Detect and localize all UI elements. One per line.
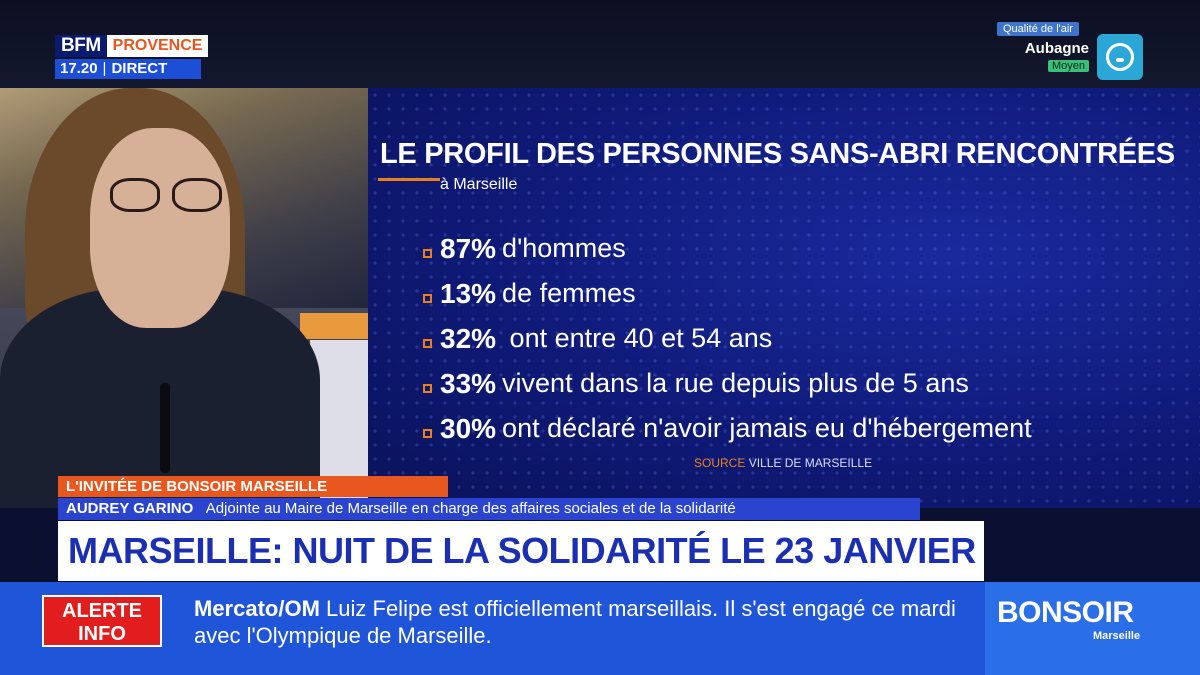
news-ticker — [0, 582, 985, 675]
microphone — [160, 383, 170, 473]
air-quality-city: Aubagne — [1024, 40, 1089, 57]
stat-percent: 87% — [440, 232, 497, 264]
guest-role: Adjointe au Maire de Marseille en charge… — [205, 500, 736, 517]
guest-glasses — [110, 178, 230, 212]
ticker-tag: Mercato/OM — [194, 596, 320, 621]
source-value: VILLE DE MARSEILLE — [748, 456, 873, 470]
show-brand-sub: Marseille — [1093, 630, 1141, 642]
graphic-subtitle: à Marseille — [440, 176, 518, 193]
stat-percent: 32% — [440, 322, 497, 354]
alert-info-badge: ALERTE INFO — [42, 595, 162, 647]
show-brand-logo: BONSOIR Marseille — [985, 582, 1200, 675]
bullet-icon — [423, 249, 432, 258]
guest-info-bar: AUDREY GARINO Adjointe au Maire de Marse… — [58, 498, 920, 520]
channel-logo: BFM PROVENCE 17.20 | DIRECT — [55, 35, 209, 79]
dot-pattern — [368, 88, 1200, 508]
stat-text: vivent dans la rue depuis plus de 5 ans — [502, 368, 969, 398]
stat-percent: 30% — [440, 412, 497, 444]
logo-brand: BFM — [55, 35, 107, 57]
stat-item: 13% de femmes — [423, 271, 1032, 316]
bullet-icon — [423, 429, 432, 438]
stat-text: ont entre 40 et 54 ans — [502, 323, 773, 353]
show-brand-main: BONSOIR — [997, 596, 1134, 629]
guest-face — [90, 128, 230, 328]
stat-item: 30% ont déclaré n'avoir jamais eu d'hébe… — [423, 406, 1032, 451]
studio-light — [300, 313, 368, 339]
stat-percent: 13% — [440, 277, 497, 309]
stat-text: d'hommes — [502, 233, 626, 263]
info-graphic-panel: LE PROFIL DES PERSONNES SANS-ABRI RENCON… — [368, 88, 1200, 508]
air-quality-widget: Qualité de l'air Aubagne Moyen — [997, 22, 1147, 82]
source-credit: SOURCE VILLE DE MARSEILLE — [694, 456, 872, 470]
alert-line-2: INFO — [78, 623, 126, 645]
stat-item: 32% ont entre 40 et 54 ans — [423, 316, 1032, 361]
stat-text: ont déclaré n'avoir jamais eu d'hébergem… — [502, 413, 1032, 443]
graphic-title: LE PROFIL DES PERSONNES SANS-ABRI RENCON… — [380, 138, 1175, 170]
guest-name: AUDREY GARINO — [66, 500, 194, 517]
alert-line-1: ALERTE — [62, 600, 142, 622]
broadcast-time: 17.20 — [60, 60, 98, 77]
title-accent-line — [378, 178, 440, 181]
bullet-icon — [423, 294, 432, 303]
guest-label: L'INVITÉE DE BONSOIR MARSEILLE — [58, 476, 448, 497]
air-quality-title: Qualité de l'air — [997, 22, 1079, 36]
stat-item: 33% vivent dans la rue depuis plus de 5 … — [423, 361, 1032, 406]
air-quality-icon — [1097, 34, 1143, 80]
stat-item: 87% d'hommes — [423, 226, 1032, 271]
bullet-icon — [423, 339, 432, 348]
stat-percent: 33% — [440, 367, 497, 399]
ticker-body: Luiz Felipe est officiellement marseilla… — [194, 596, 956, 648]
stats-list: 87% d'hommes 13% de femmes 32% ont entre… — [423, 226, 1032, 451]
stat-text: de femmes — [502, 278, 636, 308]
logo-separator: | — [102, 60, 107, 77]
headline-banner: MARSEILLE: NUIT DE LA SOLIDARITÉ LE 23 J… — [58, 521, 984, 581]
source-label: SOURCE — [694, 456, 746, 470]
live-indicator: DIRECT — [111, 60, 168, 77]
camera-feed — [0, 88, 368, 508]
air-quality-level: Moyen — [1047, 60, 1089, 72]
logo-region: PROVENCE — [106, 35, 209, 57]
bullet-icon — [423, 384, 432, 393]
ticker-text: Mercato/OM Luiz Felipe est officiellemen… — [194, 595, 964, 649]
